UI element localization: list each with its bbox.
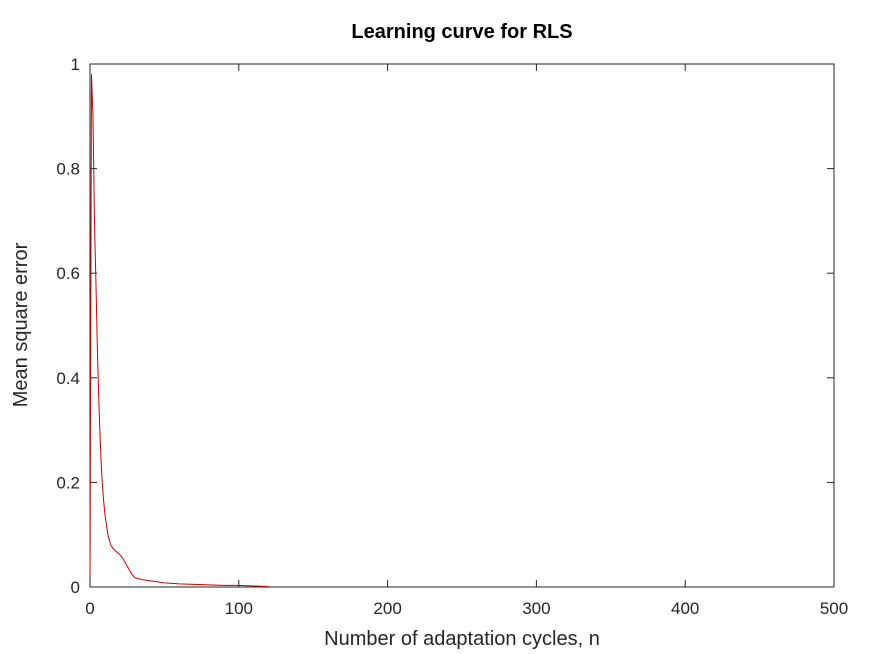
- y-axis-label: Mean square error: [10, 242, 32, 407]
- x-tick-label: 400: [671, 599, 699, 618]
- y-tick-label: 0.8: [56, 160, 80, 179]
- x-axis-label: Number of adaptation cycles, n: [324, 628, 600, 650]
- y-tick-label: 0: [71, 578, 80, 597]
- series-layer: [89, 73, 269, 587]
- y-tick-label: 0.6: [56, 264, 80, 283]
- x-tick-label: 100: [225, 599, 253, 618]
- y-tick-label: 1: [71, 55, 80, 74]
- series-line-0: [89, 73, 269, 587]
- x-tick-label: 300: [522, 599, 550, 618]
- chart-title: Learning curve for RLS: [351, 21, 572, 43]
- y-tick-label: 0.2: [56, 473, 80, 492]
- plot-frame: [89, 63, 835, 588]
- x-tick-label: 500: [820, 599, 848, 618]
- x-tick-label: 200: [373, 599, 401, 618]
- x-tick-label: 0: [85, 599, 94, 618]
- x-axis-ticks: 0 100 200 300 400 500: [85, 64, 848, 618]
- y-tick-label: 0.4: [56, 369, 80, 388]
- y-axis-ticks: 0 0.2 0.4 0.6 0.8 1: [56, 55, 834, 597]
